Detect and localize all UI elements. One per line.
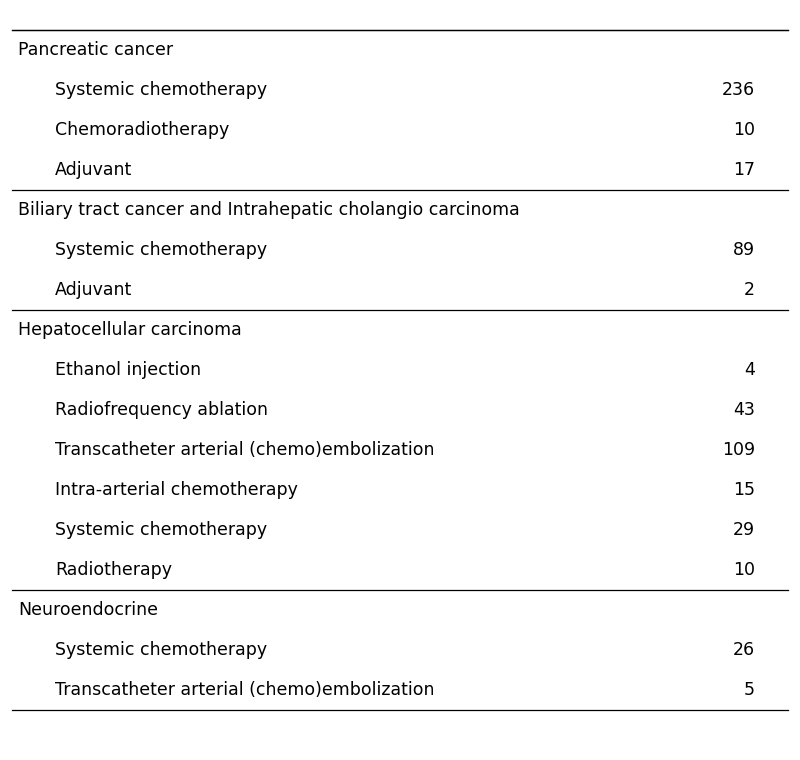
Text: 17: 17 xyxy=(733,161,755,179)
Text: 43: 43 xyxy=(733,401,755,419)
Text: Ethanol injection: Ethanol injection xyxy=(55,361,201,379)
Text: Transcatheter arterial (chemo)embolization: Transcatheter arterial (chemo)embolizati… xyxy=(55,441,434,459)
Text: Biliary tract cancer and Intrahepatic cholangio carcinoma: Biliary tract cancer and Intrahepatic ch… xyxy=(18,201,520,219)
Text: Intra-arterial chemotherapy: Intra-arterial chemotherapy xyxy=(55,481,298,499)
Text: 5: 5 xyxy=(744,681,755,699)
Text: Transcatheter arterial (chemo)embolization: Transcatheter arterial (chemo)embolizati… xyxy=(55,681,434,699)
Text: 2: 2 xyxy=(744,281,755,299)
Text: 89: 89 xyxy=(733,241,755,259)
Text: 26: 26 xyxy=(733,641,755,659)
Text: Adjuvant: Adjuvant xyxy=(55,281,132,299)
Text: 10: 10 xyxy=(733,561,755,579)
Text: Systemic chemotherapy: Systemic chemotherapy xyxy=(55,241,267,259)
Text: Radiofrequency ablation: Radiofrequency ablation xyxy=(55,401,268,419)
Text: 109: 109 xyxy=(722,441,755,459)
Text: 236: 236 xyxy=(722,81,755,99)
Text: 29: 29 xyxy=(733,521,755,539)
Text: Systemic chemotherapy: Systemic chemotherapy xyxy=(55,81,267,99)
Text: Chemoradiotherapy: Chemoradiotherapy xyxy=(55,121,230,139)
Text: 10: 10 xyxy=(733,121,755,139)
Text: 4: 4 xyxy=(744,361,755,379)
Text: Pancreatic cancer: Pancreatic cancer xyxy=(18,41,173,59)
Text: Radiotherapy: Radiotherapy xyxy=(55,561,172,579)
Text: 15: 15 xyxy=(733,481,755,499)
Text: Systemic chemotherapy: Systemic chemotherapy xyxy=(55,521,267,539)
Text: Hepatocellular carcinoma: Hepatocellular carcinoma xyxy=(18,321,242,339)
Text: Neuroendocrine: Neuroendocrine xyxy=(18,601,158,619)
Text: Adjuvant: Adjuvant xyxy=(55,161,132,179)
Text: Systemic chemotherapy: Systemic chemotherapy xyxy=(55,641,267,659)
